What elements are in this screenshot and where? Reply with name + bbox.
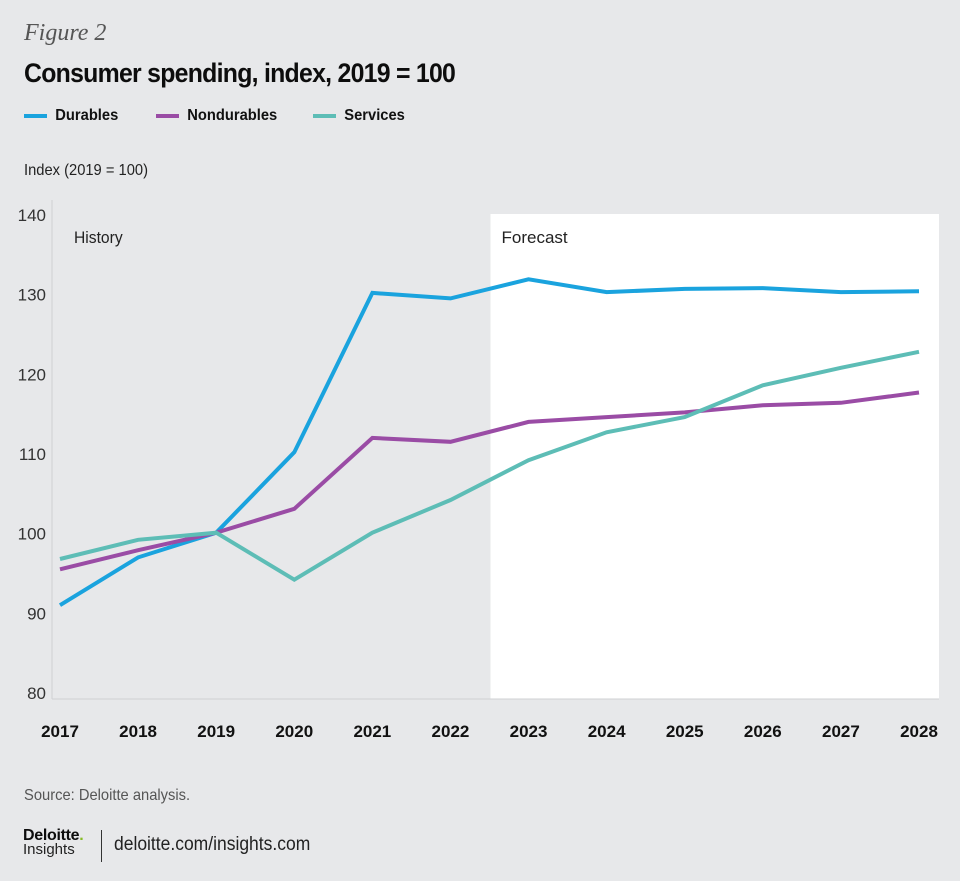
logo-sub: Insights (23, 841, 75, 858)
y-axis-label: Index (2019 = 100) (24, 162, 148, 179)
chart-title: Consumer spending, index, 2019 = 100 (24, 58, 456, 88)
legend-label-nondurables: Nondurables (187, 107, 278, 124)
x-tick-label-2025: 2025 (666, 722, 704, 741)
legend-swatch-services (313, 114, 336, 118)
y-tick-label-130: 130 (18, 286, 46, 305)
forecast-region (490, 214, 939, 699)
region-label-history: History (74, 228, 123, 247)
x-tick-label-2023: 2023 (510, 722, 548, 741)
series-line-services (59, 349, 920, 583)
region-label-forecast: Forecast (502, 228, 568, 247)
legend-label-services: Services (344, 107, 405, 124)
footer-divider (101, 830, 102, 862)
y-tick-label-140: 140 (18, 206, 46, 225)
y-tick-label-100: 100 (18, 525, 46, 544)
x-tick-label-2022: 2022 (432, 722, 470, 741)
x-tick-label-2018: 2018 (119, 722, 157, 741)
y-tick-label-110: 110 (19, 445, 46, 464)
legend-swatch-nondurables (156, 114, 179, 118)
footer-url-link[interactable]: deloitte.com/insights.com (114, 834, 311, 855)
x-tick-label-2020: 2020 (275, 722, 313, 741)
x-tick-label-2026: 2026 (744, 722, 782, 741)
y-tick-label-90: 90 (27, 604, 46, 623)
legend-swatch-durables (24, 114, 47, 118)
x-tick-label-2024: 2024 (588, 722, 626, 741)
x-tick-label-2017: 2017 (41, 722, 79, 741)
y-tick-label-80: 80 (27, 684, 46, 703)
logo-dot: . (79, 827, 84, 844)
legend-item-nondurables: Nondurables (156, 107, 277, 125)
deloitte-insights-logo: Deloitte. Insights (23, 827, 84, 858)
y-tick-label-120: 120 (18, 365, 46, 384)
legend-item-services: Services (313, 107, 405, 125)
legend-label-durables: Durables (55, 107, 119, 124)
logo-brand: Deloitte (23, 827, 80, 844)
x-tick-label-2021: 2021 (353, 722, 391, 741)
line-chart: History Forecast 80 90 100 110 120 130 140 2017 20… (18, 200, 939, 741)
figure-label: Figure 2 (24, 20, 107, 46)
x-tick-label-2027: 2027 (822, 722, 860, 741)
x-tick-label-2019: 2019 (197, 722, 235, 741)
source-note: Source: Deloitte analysis. (24, 787, 191, 804)
legend-item-durables: Durables (24, 107, 118, 125)
x-tick-label-2028: 2028 (900, 722, 938, 741)
